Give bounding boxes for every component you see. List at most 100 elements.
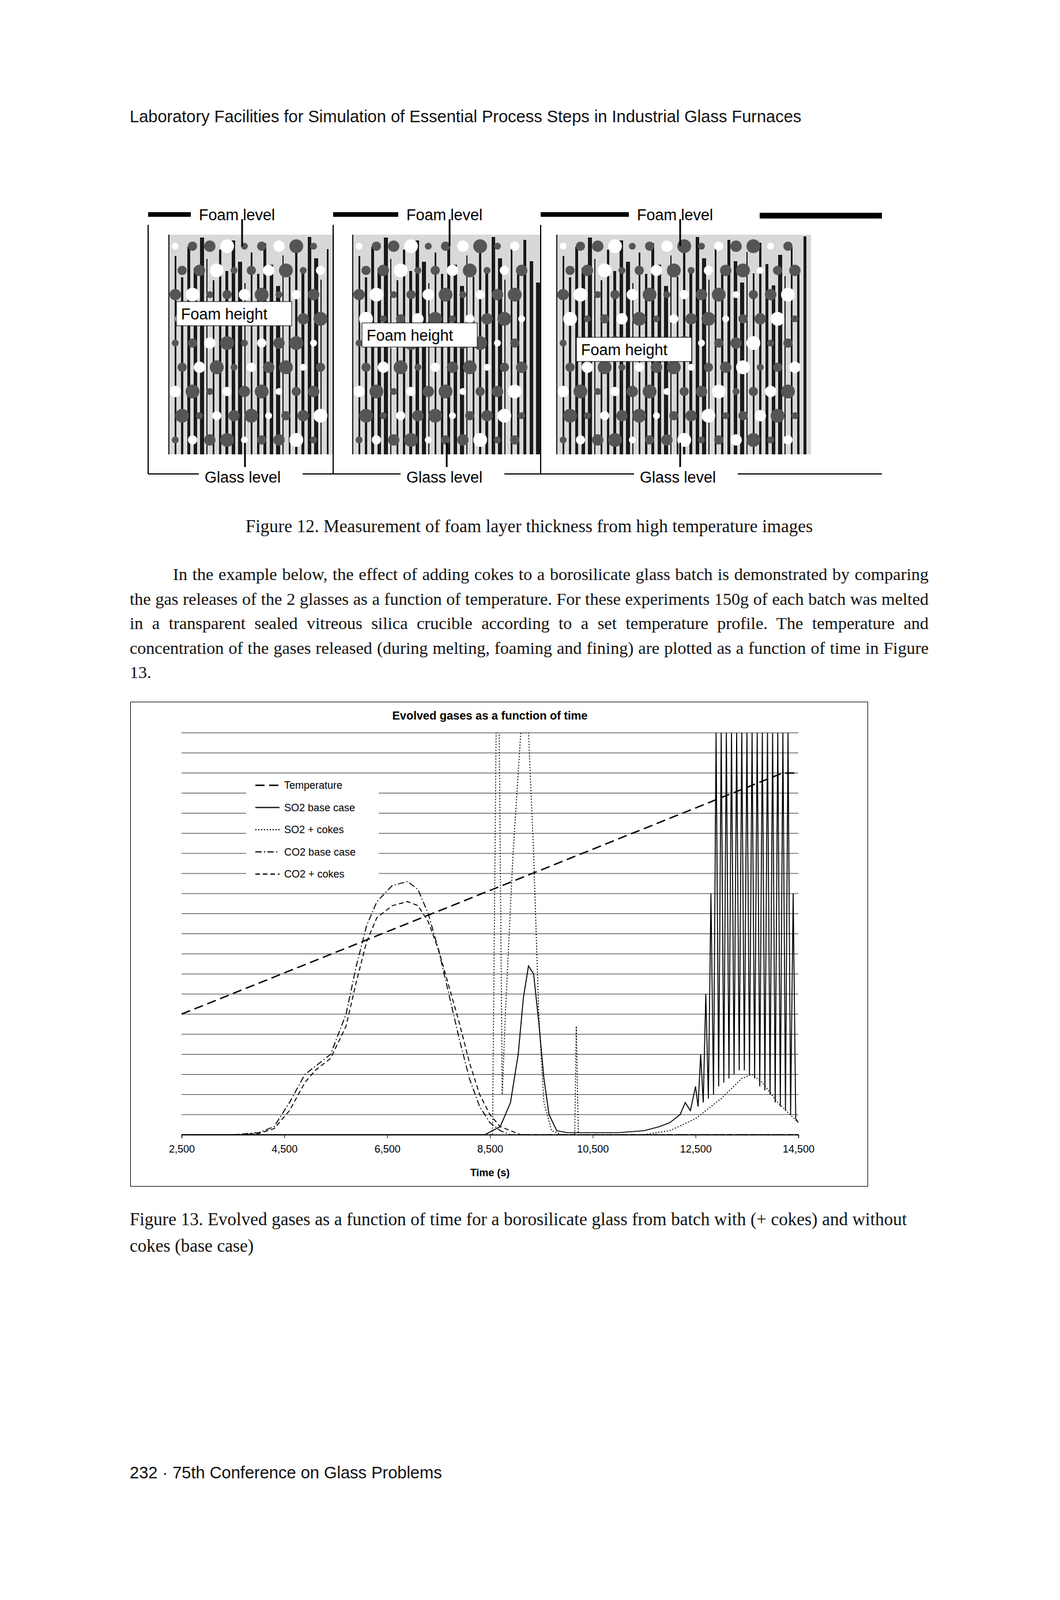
image-texture [618,363,626,371]
image-panel: Foam levelFoam heightGlass level [540,206,882,488]
image-texture [610,289,620,300]
image-texture [262,361,275,373]
image-texture [746,251,748,455]
image-texture [789,264,801,277]
frame-line [332,224,334,474]
figure-caption: Figure 13. Evolved gases as a function o… [129,1205,929,1259]
image-texture [616,312,628,325]
series-line [181,881,799,1135]
glass-level-label: Glass level [204,468,281,486]
image-texture [591,434,604,446]
x-tick-label: 10,500 [576,1143,609,1155]
image-texture [594,291,602,298]
image-texture [314,258,319,455]
image-texture [781,384,795,399]
image-texture [355,436,363,444]
image-texture [565,362,575,372]
x-axis-line [182,1134,799,1139]
image-texture [556,234,558,455]
image-texture [562,255,565,455]
image-texture [478,246,482,455]
image-texture [422,288,435,301]
legend-swatch [255,828,280,831]
image-texture [440,435,451,445]
image-texture [661,240,673,252]
image-texture [449,412,456,420]
grid-line [181,732,799,734]
image-texture [310,436,318,444]
image-texture [719,264,732,277]
image-texture [653,412,660,420]
image-texture [353,385,365,398]
image-texture [711,287,726,302]
image-texture [754,409,767,422]
image-texture [597,360,612,375]
image-texture [222,289,232,300]
image-texture [438,384,453,399]
image-panel: Foam levelFoam heightGlass level [333,206,541,488]
image-texture [756,266,764,274]
image-texture [238,385,251,398]
running-header: Laboratory Facilities for Simulation of … [129,107,802,127]
image-texture [772,265,783,275]
image-texture [171,339,179,347]
frame-line [147,224,149,474]
image-texture [462,360,477,375]
image-texture [219,249,222,455]
image-texture [632,408,647,423]
image-texture [240,339,248,347]
image-texture [767,436,775,444]
label-box [576,337,692,362]
image-texture [748,386,758,396]
label-box [361,322,478,347]
image-texture [299,363,307,371]
image-texture [185,384,200,399]
image-texture [698,339,705,347]
image-texture [273,434,285,446]
image-texture [510,338,520,348]
image-texture [371,246,375,455]
image-texture [698,436,705,444]
image-texture [626,288,639,301]
image-panel: Foam levelFoam heightGlass level [148,206,335,488]
image-texture [222,386,232,396]
image-texture [714,338,724,348]
image-texture [618,266,626,274]
image-texture [591,240,604,252]
series-line [181,732,799,1135]
image-texture [428,283,430,455]
x-tick-label: 14,500 [782,1143,815,1155]
image-texture [453,264,458,455]
image-texture [281,410,291,421]
image-texture [594,387,602,395]
image-texture [404,432,418,447]
foam-height-label: Foam height [180,305,269,323]
image-texture [310,339,318,347]
image-texture [661,434,673,446]
image-texture [702,258,707,455]
image-texture [722,315,730,323]
image-texture [297,409,309,422]
image-texture [244,408,259,423]
image-texture [565,265,575,275]
image-texture [459,285,465,455]
grid-line [181,1094,799,1095]
image-texture [507,384,522,399]
image-texture [642,384,657,399]
image-texture [600,314,610,324]
image-texture [767,339,775,347]
image-texture [563,408,577,423]
image-texture [573,384,588,399]
x-axis-title: Time (s) [470,1166,511,1179]
image-texture [204,240,216,252]
x-tick-label: 6,500 [374,1143,401,1155]
series-line [181,732,799,1135]
x-tick-label: 12,500 [680,1143,712,1155]
x-tick: 2,500 [168,1134,195,1155]
body-paragraph: In the example below, the effect of addi… [129,561,929,685]
image-texture [703,362,714,372]
x-tick: 12,500 [680,1134,712,1155]
image-texture [732,291,740,298]
image-texture [752,273,755,455]
image-texture [733,261,738,455]
